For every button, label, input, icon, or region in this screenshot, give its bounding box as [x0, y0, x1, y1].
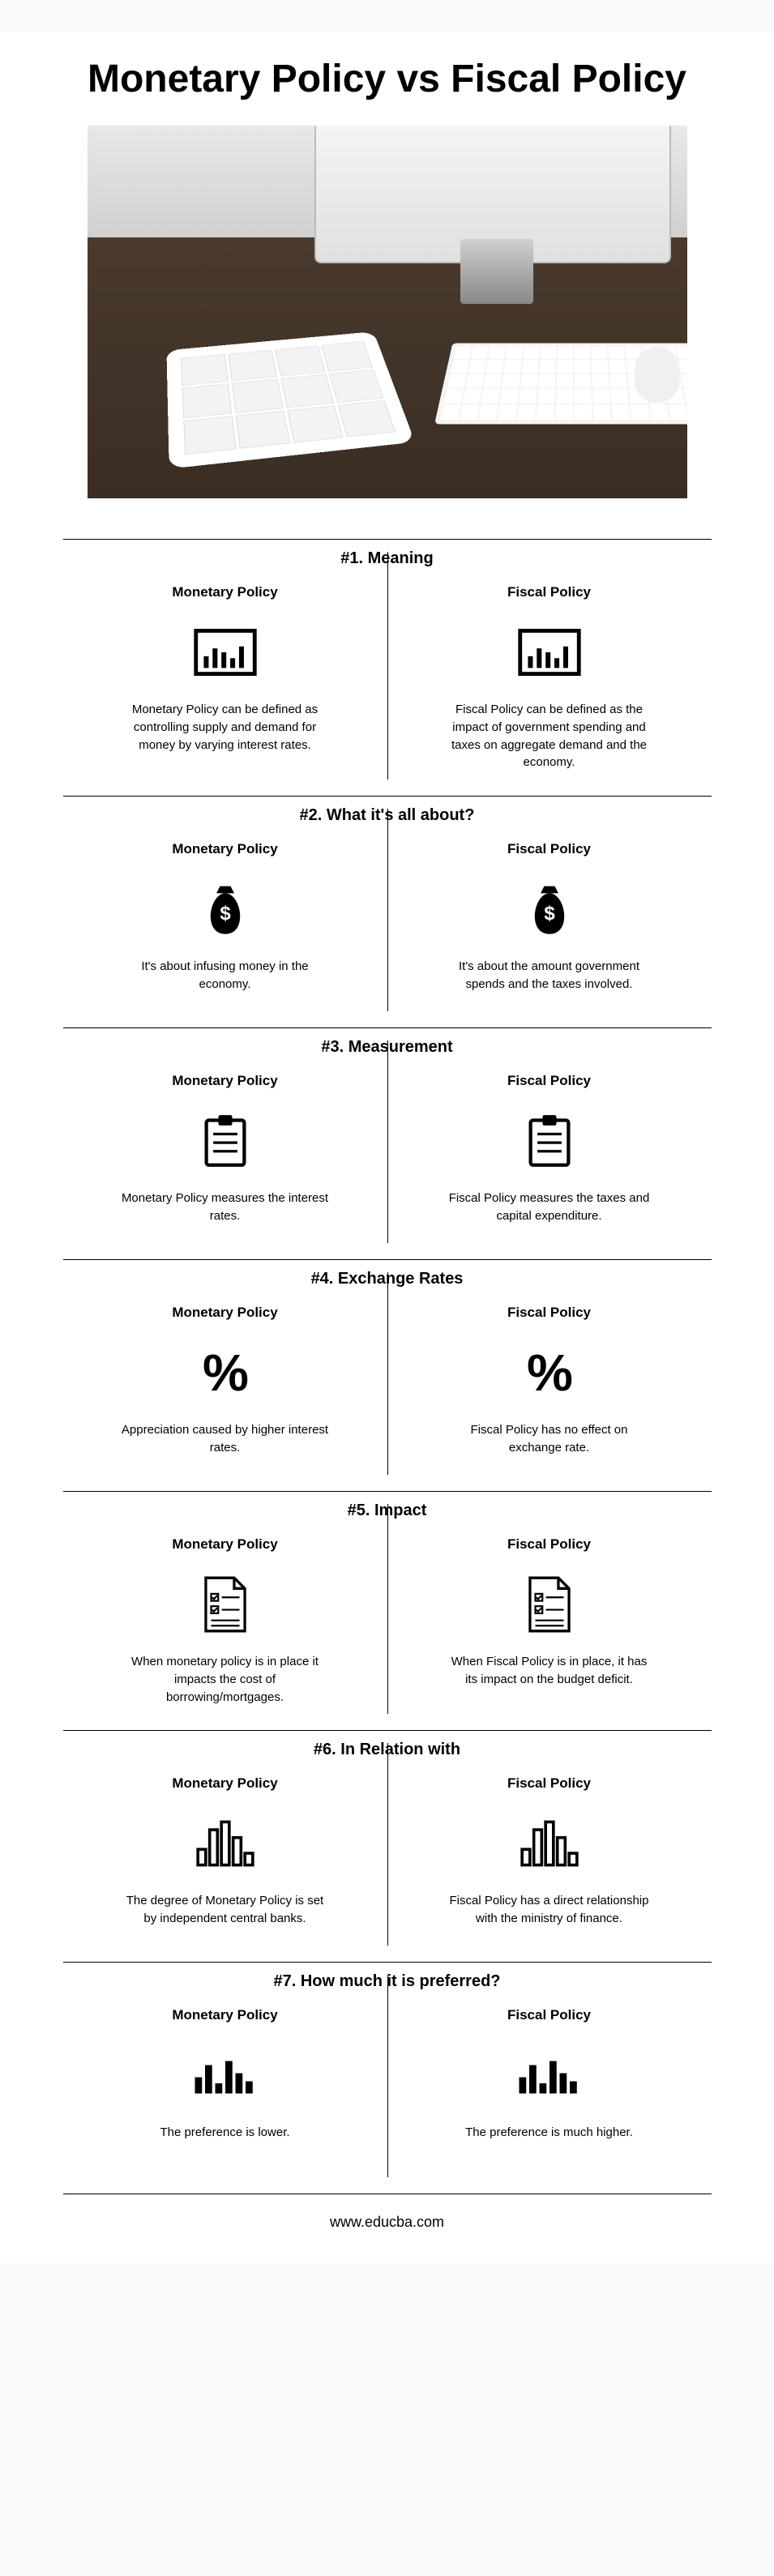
section-1: #1. Meaning Monetary Policy Monetary Pol…: [63, 539, 712, 788]
left-column: Monetary Policy % Appreciation caused by…: [63, 1305, 387, 1483]
percent-icon: %: [527, 1343, 571, 1403]
left-label: Monetary Policy: [172, 841, 277, 857]
left-column: Monetary Policy It's about infusing mone…: [63, 841, 387, 1019]
left-column: Monetary Policy When monetary policy is …: [63, 1536, 387, 1722]
chart-box-icon: [193, 629, 258, 676]
left-desc: Appreciation caused by higher interest r…: [120, 1421, 331, 1457]
left-desc: It's about infusing money in the economy…: [120, 958, 331, 993]
comparison-row: Monetary Policy It's about infusing mone…: [63, 841, 712, 1019]
right-column: Fiscal Policy Fiscal Policy has a direct…: [387, 1775, 712, 1954]
left-column: Monetary Policy Monetary Policy can be d…: [63, 584, 387, 788]
comparison-row: Monetary Policy Monetary Policy measures…: [63, 1073, 712, 1251]
comparison-row: Monetary Policy Monetary Policy can be d…: [63, 584, 712, 788]
left-icon-wrap: [203, 1109, 248, 1173]
left-icon-wrap: %: [203, 1340, 247, 1405]
left-column: Monetary Policy The preference is lower.: [63, 2007, 387, 2185]
right-label: Fiscal Policy: [507, 584, 591, 600]
chart-box-icon: [517, 629, 582, 676]
right-icon-wrap: [517, 2043, 582, 2108]
hero-image: [88, 126, 687, 498]
right-label: Fiscal Policy: [507, 2007, 591, 2023]
right-icon-wrap: [527, 1109, 572, 1173]
page: Monetary Policy vs Fiscal Policy #1. Mea…: [0, 32, 774, 2263]
right-label: Fiscal Policy: [507, 1305, 591, 1321]
section-3: #3. Measurement Monetary Policy Monetary…: [63, 1027, 712, 1251]
right-column: Fiscal Policy When Fiscal Policy is in p…: [387, 1536, 712, 1722]
left-icon-wrap: [193, 2043, 258, 2108]
percent-icon: %: [203, 1343, 247, 1403]
right-column: Fiscal Policy % Fiscal Policy has no eff…: [387, 1305, 712, 1483]
left-label: Monetary Policy: [172, 1775, 277, 1792]
right-label: Fiscal Policy: [507, 1073, 591, 1089]
right-desc: Fiscal Policy can be defined as the impa…: [444, 701, 655, 771]
left-desc: The preference is lower.: [160, 2124, 289, 2142]
checklist-doc-icon: [200, 1576, 250, 1633]
right-icon-wrap: %: [527, 1340, 571, 1405]
right-desc: Fiscal Policy has a direct relationship …: [444, 1892, 655, 1928]
left-desc: The degree of Monetary Policy is set by …: [120, 1892, 331, 1928]
left-icon-wrap: [193, 620, 258, 685]
left-desc: Monetary Policy measures the interest ra…: [120, 1190, 331, 1225]
right-column: Fiscal Policy Fiscal Policy can be defin…: [387, 584, 712, 788]
bar-solid-icon: [193, 2054, 258, 2096]
clipboard-icon: [203, 1113, 248, 1168]
bar-outline-icon: [518, 1820, 581, 1867]
section-6: #6. In Relation with Monetary Policy The…: [63, 1730, 712, 1954]
left-column: Monetary Policy The degree of Monetary P…: [63, 1775, 387, 1954]
comparison-row: Monetary Policy The degree of Monetary P…: [63, 1775, 712, 1954]
right-column: Fiscal Policy The preference is much hig…: [387, 2007, 712, 2185]
right-desc: When Fiscal Policy is in place, it has i…: [444, 1653, 655, 1689]
clipboard-icon: [527, 1113, 572, 1168]
comparison-row: Monetary Policy The preference is lower.…: [63, 2007, 712, 2185]
left-label: Monetary Policy: [172, 1073, 277, 1089]
money-bag-icon: [521, 881, 578, 938]
right-label: Fiscal Policy: [507, 1775, 591, 1792]
right-desc: Fiscal Policy measures the taxes and cap…: [444, 1190, 655, 1225]
checklist-doc-icon: [524, 1576, 575, 1633]
comparison-row: Monetary Policy % Appreciation caused by…: [63, 1305, 712, 1483]
left-desc: When monetary policy is in place it impa…: [120, 1653, 331, 1706]
section-5: #5. Impact Monetary Policy When monetary…: [63, 1491, 712, 1722]
section-7: #7. How much it is preferred? Monetary P…: [63, 1962, 712, 2185]
right-icon-wrap: [521, 877, 578, 942]
right-label: Fiscal Policy: [507, 841, 591, 857]
section-4: #4. Exchange Rates Monetary Policy % App…: [63, 1259, 712, 1483]
left-label: Monetary Policy: [172, 1536, 277, 1553]
comparison-row: Monetary Policy When monetary policy is …: [63, 1536, 712, 1722]
page-title: Monetary Policy vs Fiscal Policy: [88, 57, 686, 101]
right-icon-wrap: [518, 1811, 581, 1876]
left-icon-wrap: [194, 1811, 257, 1876]
right-column: Fiscal Policy Fiscal Policy measures the…: [387, 1073, 712, 1251]
left-desc: Monetary Policy can be defined as contro…: [120, 701, 331, 754]
right-column: Fiscal Policy It's about the amount gove…: [387, 841, 712, 1019]
right-desc: The preference is much higher.: [465, 2124, 633, 2142]
money-bag-icon: [197, 881, 254, 938]
bar-solid-icon: [517, 2054, 582, 2096]
bar-outline-icon: [194, 1820, 257, 1867]
left-label: Monetary Policy: [172, 2007, 277, 2023]
left-icon-wrap: [197, 877, 254, 942]
left-label: Monetary Policy: [172, 584, 277, 600]
left-icon-wrap: [200, 1572, 250, 1637]
right-icon-wrap: [517, 620, 582, 685]
right-icon-wrap: [524, 1572, 575, 1637]
right-desc: Fiscal Policy has no effect on exchange …: [444, 1421, 655, 1457]
right-label: Fiscal Policy: [507, 1536, 591, 1553]
section-2: #2. What it's all about? Monetary Policy…: [63, 796, 712, 1019]
left-column: Monetary Policy Monetary Policy measures…: [63, 1073, 387, 1251]
right-desc: It's about the amount government spends …: [444, 958, 655, 993]
footer-url: www.educba.com: [63, 2194, 712, 2263]
left-label: Monetary Policy: [172, 1305, 277, 1321]
